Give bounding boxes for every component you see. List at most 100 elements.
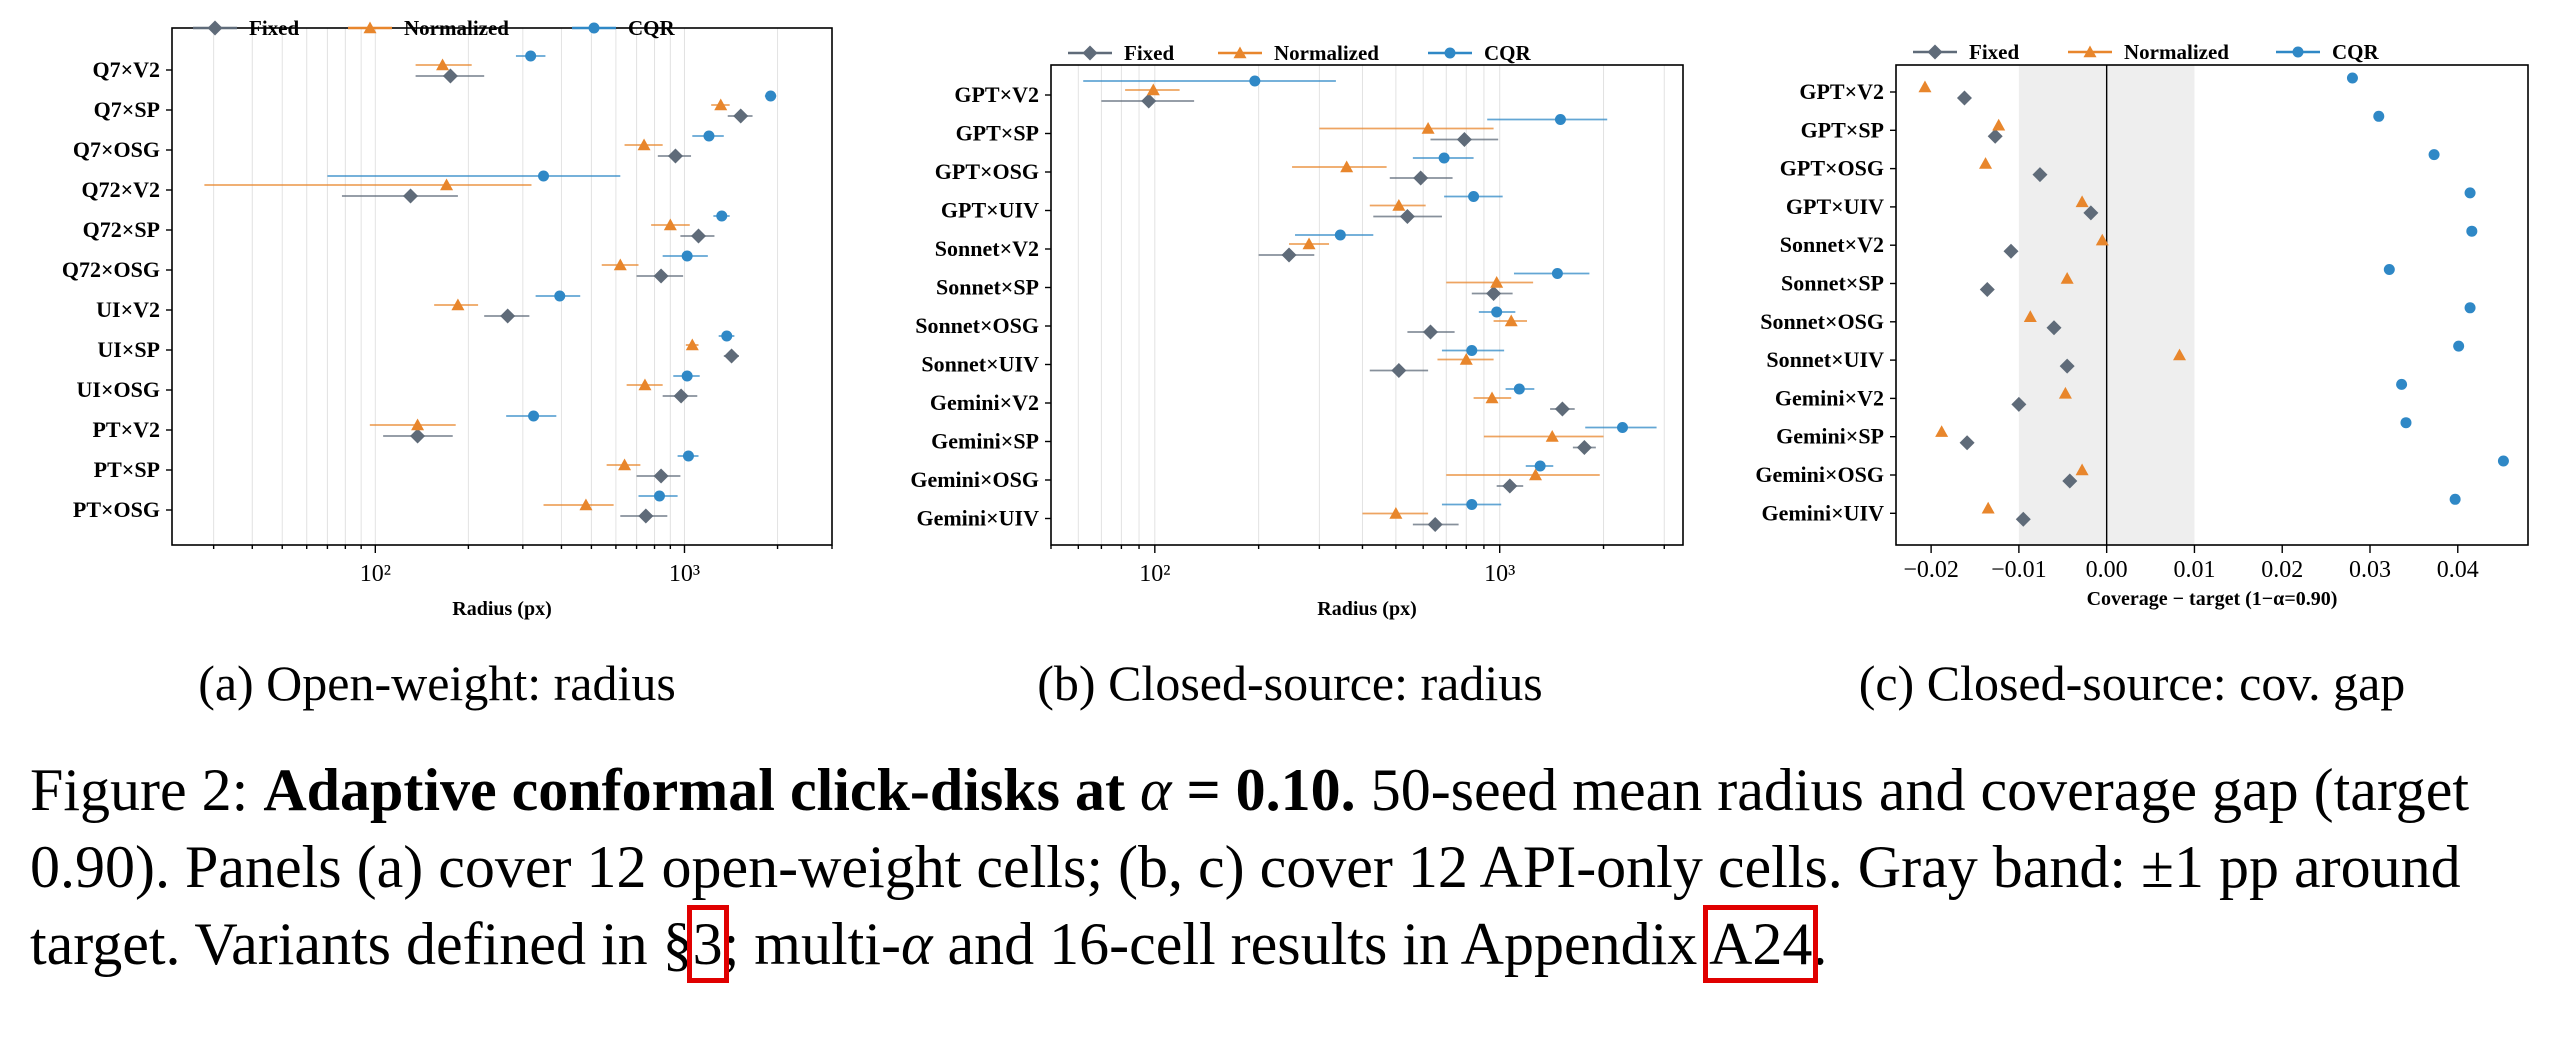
- data-point: [663, 218, 677, 231]
- legend-label-fixed: Fixed: [249, 16, 299, 40]
- data-point: [500, 308, 516, 324]
- legend-marker-fixed: [1082, 45, 1098, 61]
- data-point: [410, 428, 426, 444]
- data-point: [1421, 122, 1435, 134]
- data-point: [442, 68, 458, 84]
- data-point: [2083, 205, 2099, 221]
- y-category-label: Gemini×OSG: [910, 467, 1039, 492]
- x-tick-label: 10³: [1484, 561, 1515, 587]
- y-category-label: Gemini×OSG: [1755, 462, 1884, 487]
- y-category-label: Sonnet×OSG: [915, 313, 1039, 338]
- data-point: [638, 378, 652, 391]
- data-point: [2497, 455, 2509, 467]
- figure-caption: Figure 2: Adaptive conformal click-disks…: [30, 752, 2535, 983]
- legend-marker-cqr: [1444, 47, 1456, 59]
- legend-marker-cqr: [588, 22, 600, 34]
- x-tick-label: 0.02: [2261, 557, 2303, 583]
- section-reference-link[interactable]: 3: [686, 905, 729, 983]
- y-category-label: GPT×UIV: [941, 198, 1039, 223]
- y-category-label: GPT×SP: [1801, 117, 1884, 142]
- data-point: [1987, 128, 2003, 144]
- data-point: [1334, 229, 1346, 241]
- data-point: [703, 130, 715, 142]
- y-category-label: Gemini×SP: [1776, 424, 1884, 449]
- legend-marker-normalized: [1233, 46, 1247, 59]
- y-category-label: Sonnet×UIV: [1766, 347, 1884, 372]
- data-point: [1935, 425, 1949, 437]
- y-category-label: Sonnet×SP: [1781, 271, 1884, 296]
- data-point: [2396, 378, 2408, 390]
- data-point: [733, 108, 749, 124]
- series-fixed: [1101, 93, 1596, 532]
- y-category-label: Gemini×V2: [1775, 385, 1884, 410]
- x-tick-label: 0.00: [2086, 557, 2128, 583]
- data-point: [1918, 80, 1932, 93]
- legend-label-fixed: Fixed: [1124, 41, 1174, 65]
- data-point: [1391, 363, 1407, 378]
- x-tick-label: −0.02: [1903, 557, 1959, 583]
- x-tick-label: 10³: [669, 561, 700, 587]
- legend-label-cqr: CQR: [628, 16, 676, 40]
- panel-a-open-weight-radius: 10² 10³ Q7×V2 Q7×SP Q7×OSG Q72×V2 Q72×SP Q72×OS…: [62, 16, 833, 711]
- y-category-label: Q72×OSG: [62, 257, 160, 282]
- series-normalized: [1125, 83, 1604, 519]
- data-point: [1438, 152, 1450, 164]
- legend-label-cqr: CQR: [2332, 40, 2380, 64]
- data-point: [673, 388, 689, 404]
- data-point: [1979, 282, 1995, 297]
- data-point: [2173, 348, 2187, 361]
- data-point: [2464, 187, 2476, 199]
- appendix-reference-link[interactable]: A24: [1702, 905, 1819, 983]
- data-point: [2400, 417, 2412, 429]
- data-point: [1545, 430, 1559, 442]
- series-cqr: [327, 50, 777, 502]
- data-point: [1529, 468, 1543, 481]
- legend-marker-fixed: [1927, 44, 1943, 60]
- caption-mid: ; multi-: [722, 911, 901, 977]
- axes-frame: [1050, 64, 1684, 546]
- x-tick-label: 10²: [360, 561, 391, 587]
- legend-label-normalized: Normalized: [1274, 41, 1379, 65]
- data-point: [2059, 358, 2075, 374]
- y-category-label: GPT×UIV: [1786, 194, 1884, 219]
- y-category-label: Sonnet×V2: [935, 236, 1039, 261]
- data-point: [1504, 314, 1518, 327]
- y-category-label: Q72×V2: [81, 177, 160, 202]
- data-point: [440, 178, 454, 191]
- data-point: [1141, 93, 1157, 109]
- data-point: [724, 348, 740, 364]
- data-point: [1486, 286, 1502, 301]
- y-category-label: Q7×V2: [92, 57, 160, 82]
- data-point: [2453, 340, 2465, 352]
- data-point: [554, 290, 566, 302]
- data-point: [1466, 345, 1478, 356]
- y-category-label: Q7×OSG: [73, 137, 160, 162]
- data-point: [721, 330, 733, 342]
- legend-label-normalized: Normalized: [2124, 40, 2229, 64]
- data-point: [2075, 463, 2089, 476]
- y-category-label: Gemini×UIV: [1761, 500, 1884, 525]
- data-point: [2032, 167, 2048, 183]
- x-tick-label: 0.04: [2437, 557, 2479, 583]
- x-tick-label: 0.03: [2349, 557, 2391, 583]
- data-point: [1490, 276, 1504, 288]
- caption-alpha-symbol: α: [1139, 757, 1172, 823]
- data-point: [618, 458, 632, 471]
- data-point: [1534, 460, 1546, 472]
- data-point: [1554, 401, 1570, 417]
- legend-marker-cqr: [2292, 46, 2304, 58]
- data-point: [1959, 435, 1975, 451]
- legend: Fixed Normalized CQR: [1913, 40, 2380, 64]
- figure-2: 10² 10³ Q7×V2 Q7×SP Q7×OSG Q72×V2 Q72×SP Q72×OS…: [62, 16, 2529, 711]
- data-point: [2023, 310, 2037, 322]
- y-category-label: PT×V2: [92, 417, 160, 442]
- data-point: [2428, 149, 2440, 161]
- y-category-label: Gemini×SP: [931, 429, 1039, 454]
- series-fixed: [1956, 90, 2099, 527]
- data-point: [451, 298, 465, 311]
- y-category-label: Sonnet×UIV: [921, 352, 1039, 377]
- y-category-label: GPT×OSG: [935, 159, 1039, 184]
- data-point: [2075, 195, 2089, 208]
- data-point: [1302, 237, 1316, 250]
- data-point: [1427, 517, 1443, 532]
